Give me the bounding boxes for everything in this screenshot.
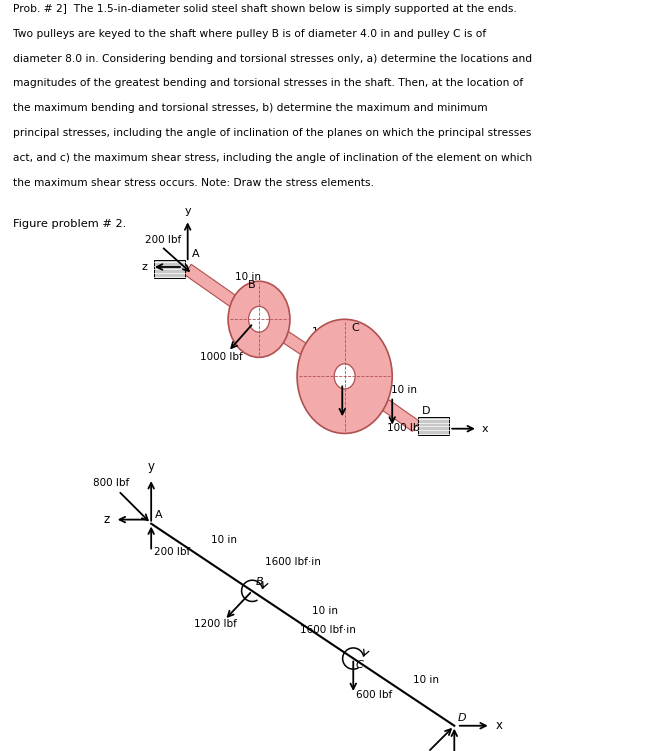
Ellipse shape <box>334 363 355 389</box>
Text: Figure problem # 2.: Figure problem # 2. <box>13 219 127 229</box>
Polygon shape <box>154 261 185 279</box>
Text: the maximum shear stress occurs. Note: Draw the stress elements.: the maximum shear stress occurs. Note: D… <box>13 178 374 188</box>
Text: D: D <box>458 713 466 723</box>
Polygon shape <box>419 418 449 436</box>
Text: y: y <box>148 460 155 473</box>
Text: 1600 lbf·in: 1600 lbf·in <box>300 626 356 635</box>
Text: 10 in: 10 in <box>391 385 417 395</box>
Text: 600 lbf: 600 lbf <box>356 690 392 700</box>
Text: 10 in: 10 in <box>236 272 261 282</box>
Text: 500 lbf: 500 lbf <box>331 415 367 425</box>
Polygon shape <box>341 371 420 431</box>
Polygon shape <box>184 264 262 324</box>
Text: x: x <box>496 719 502 732</box>
Text: 10 in: 10 in <box>211 535 237 545</box>
Text: diameter 8.0 in. Considering bending and torsional stresses only, a) determine t: diameter 8.0 in. Considering bending and… <box>13 53 532 64</box>
Text: 10 in: 10 in <box>312 605 338 616</box>
Text: magnitudes of the greatest bending and torsional stresses in the shaft. Then, at: magnitudes of the greatest bending and t… <box>13 78 523 89</box>
Text: C: C <box>356 660 363 670</box>
Text: the maximum bending and torsional stresses, b) determine the maximum and minimum: the maximum bending and torsional stress… <box>13 103 488 113</box>
Ellipse shape <box>297 319 392 433</box>
Text: 200 lbf: 200 lbf <box>154 547 190 557</box>
Text: act, and c) the maximum shear stress, including the angle of inclination of the : act, and c) the maximum shear stress, in… <box>13 153 532 163</box>
Text: 1000 lbf: 1000 lbf <box>199 351 242 362</box>
Text: 10 in: 10 in <box>312 327 338 336</box>
Text: A: A <box>192 249 199 259</box>
Ellipse shape <box>249 306 270 332</box>
Text: A: A <box>155 510 162 520</box>
Text: Prob. # 2]  The 1.5-in-diameter solid steel shaft shown below is simply supporte: Prob. # 2] The 1.5-in-diameter solid ste… <box>13 4 517 14</box>
Text: principal stresses, including the angle of inclination of the planes on which th: principal stresses, including the angle … <box>13 128 531 138</box>
Text: 1600 lbf·in: 1600 lbf·in <box>265 556 321 566</box>
Text: 1200 lbf: 1200 lbf <box>194 620 237 629</box>
Text: 800 lbf: 800 lbf <box>93 478 129 487</box>
Polygon shape <box>256 314 348 382</box>
Text: x: x <box>482 424 488 433</box>
Text: 100 lbf: 100 lbf <box>388 424 424 433</box>
Text: z: z <box>104 513 110 526</box>
Text: Two pulleys are keyed to the shaft where pulley B is of diameter 4.0 in and pull: Two pulleys are keyed to the shaft where… <box>13 29 486 38</box>
Ellipse shape <box>228 281 290 357</box>
Text: B: B <box>248 280 256 290</box>
Text: z: z <box>142 262 147 272</box>
Text: y: y <box>184 206 191 216</box>
Text: C: C <box>352 323 359 333</box>
Text: D: D <box>422 406 430 416</box>
Text: B: B <box>256 578 263 587</box>
Text: 200 lbf: 200 lbf <box>145 235 181 245</box>
Text: 10 in: 10 in <box>413 675 439 685</box>
